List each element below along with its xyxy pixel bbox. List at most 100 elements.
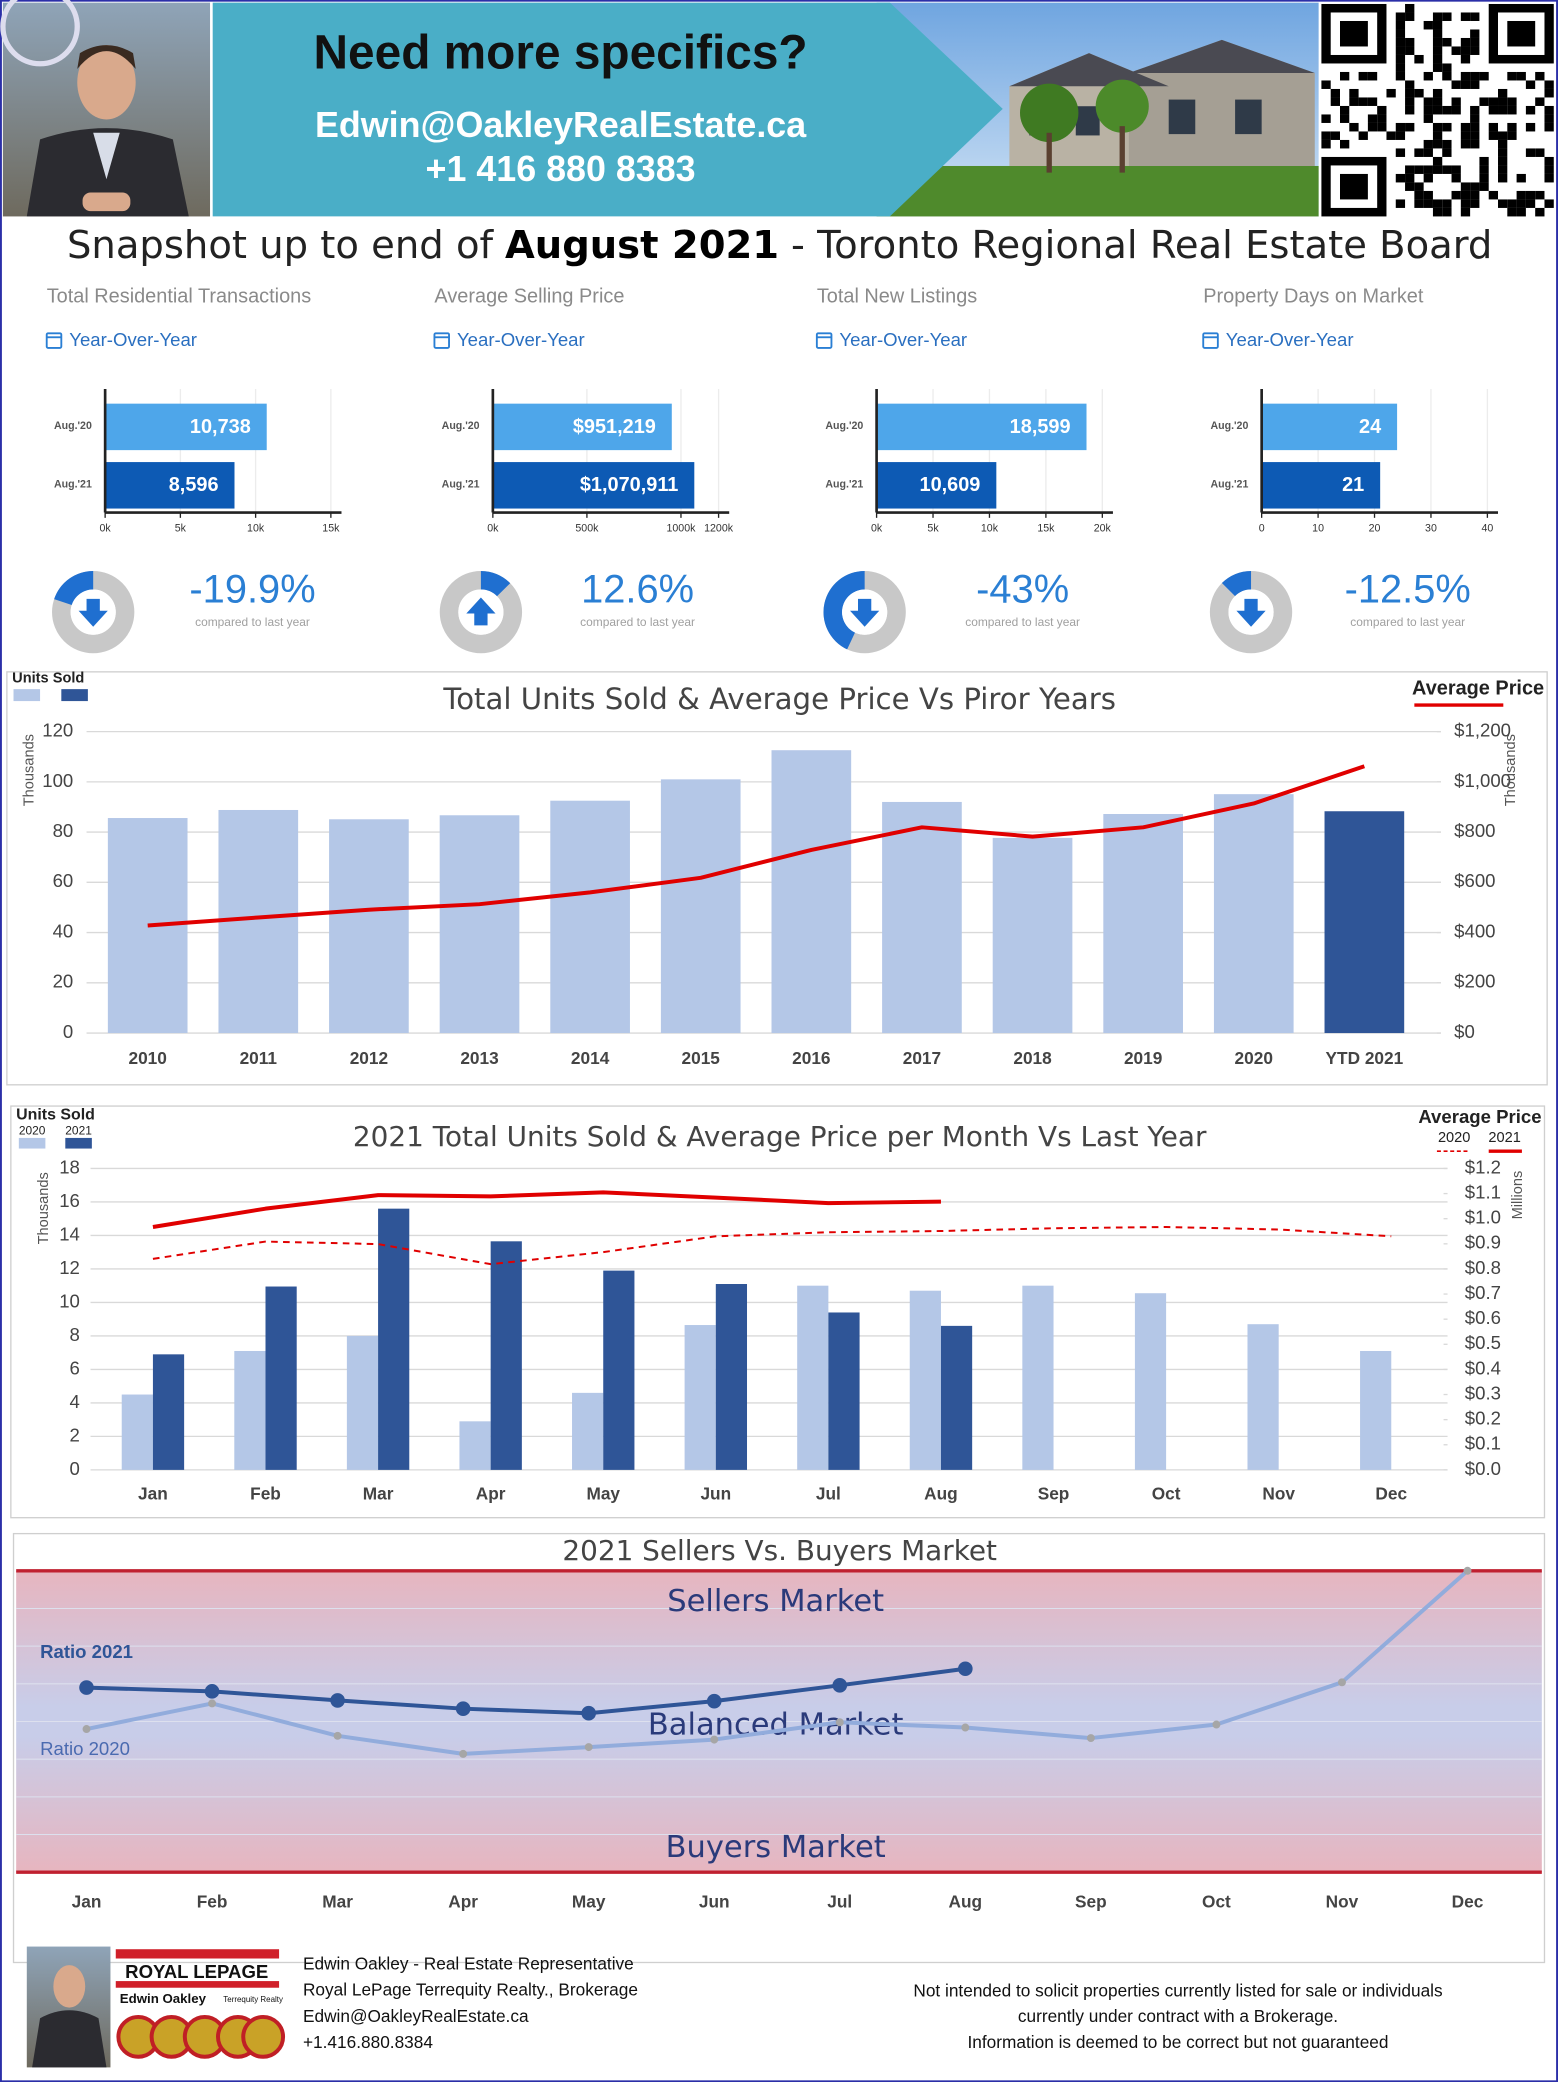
x-tick-label: 10 [1312, 522, 1324, 534]
qr-module [1460, 54, 1471, 64]
qr-module [1442, 148, 1452, 157]
bar [439, 815, 520, 1034]
y2-tick-label: $0.3 [1465, 1382, 1501, 1403]
legend-label: 2021 [1488, 1130, 1520, 1146]
qr-module [1525, 199, 1536, 208]
qr-finder [1339, 173, 1368, 200]
x-tick-label: Jan [138, 1484, 168, 1504]
kpi-title: Average Selling Price [434, 286, 624, 308]
trend-arrow [1236, 598, 1266, 627]
qr-module [1488, 105, 1499, 115]
x-tick-label: 2010 [129, 1048, 167, 1068]
snapshot-prefix: Snapshot up to end of [67, 222, 495, 267]
x-tick-label: Oct [1202, 1891, 1231, 1911]
qr-module [1395, 12, 1406, 21]
qr-module [1516, 71, 1526, 81]
qr-module [1525, 80, 1536, 89]
qr-module [1544, 156, 1554, 166]
qr-module [1460, 139, 1471, 149]
qr-module [1488, 190, 1499, 200]
qr-module [1405, 97, 1415, 106]
x-tick-label: 2017 [903, 1048, 941, 1068]
qr-module [1405, 3, 1415, 13]
donut-segment [54, 570, 94, 606]
chart-panel [10, 1105, 1546, 1519]
qr-module [1516, 190, 1526, 200]
qr-module [1460, 37, 1471, 47]
qr-module [1460, 71, 1471, 81]
kpi-change: -12.5% [1345, 568, 1471, 612]
y-tick-label: Aug.'21 [442, 478, 480, 490]
ratio-point [330, 1693, 345, 1708]
agent-info: Edwin Oakley - Real Estate Representativ… [303, 1954, 634, 1974]
qr-module [1432, 37, 1443, 47]
qr-module [1442, 122, 1452, 132]
qr-module [1479, 156, 1489, 166]
qr-module [1498, 156, 1508, 166]
ratio-point [584, 1743, 593, 1752]
x-tick-label: 10k [247, 522, 265, 534]
brokerage-logo [115, 1949, 286, 2059]
qr-module [1395, 71, 1406, 81]
x-tick-label: Aug [924, 1484, 958, 1504]
qr-module [1414, 165, 1424, 174]
x-tick-label: 5k [927, 522, 939, 534]
x-tick-label: 1200k [704, 522, 734, 534]
qr-module [1451, 105, 1461, 115]
qr-module [1432, 122, 1443, 132]
x-tick-label: Feb [197, 1891, 228, 1911]
qr-module [1525, 105, 1536, 115]
qr-module [1414, 148, 1424, 157]
qr-module [1432, 97, 1443, 106]
header-email: Edwin@OakleyRealEstate.ca [315, 105, 807, 145]
qr-module [1470, 105, 1480, 115]
qr-module [1470, 71, 1480, 81]
qr-module [1321, 80, 1331, 89]
qr-module [1535, 190, 1545, 200]
qr-module [1349, 97, 1359, 106]
qr-module [1405, 105, 1415, 115]
ratio-point [455, 1701, 471, 1716]
x-tick-label: Feb [250, 1484, 281, 1504]
qr-module [1498, 105, 1508, 115]
qr-module [1405, 122, 1415, 132]
legend-label: 2020 [1438, 1130, 1470, 1146]
value-label: $951,219 [573, 416, 656, 438]
y-axis-label: Thousands [36, 1172, 52, 1244]
value-label: 21 [1342, 474, 1364, 496]
qr-module [1414, 88, 1424, 98]
qr-module [1488, 97, 1499, 106]
qr-module [1451, 190, 1461, 200]
x-tick-label: Sep [1075, 1891, 1107, 1911]
bar [684, 1325, 716, 1470]
x-tick-label: 15k [322, 522, 340, 534]
qr-module [1367, 114, 1378, 123]
qr-module [1498, 139, 1508, 149]
x-tick-label: 2018 [1013, 1048, 1052, 1068]
qr-module [1442, 139, 1452, 149]
y2-axis-label: Thousands [1503, 734, 1519, 806]
kpi-period: Year-Over-Year [457, 329, 585, 350]
legend-swatch [61, 689, 88, 702]
qr-module [1525, 148, 1536, 157]
chart-panel [12, 1532, 1546, 1964]
bar [660, 779, 741, 1034]
value-label: $1,070,911 [580, 474, 679, 496]
qr-module [1507, 131, 1517, 140]
logo-name: Edwin Oakley [120, 1991, 207, 2006]
x-tick-label: Mar [322, 1891, 353, 1911]
qr-module [1488, 131, 1499, 140]
qr-module [1395, 63, 1406, 72]
qr-module [1451, 173, 1461, 183]
qr-module [1367, 71, 1378, 81]
y-tick-label: 60 [53, 870, 74, 891]
bar [940, 1325, 973, 1470]
price-line [147, 764, 1365, 928]
qr-module [1544, 105, 1554, 115]
y-tick-label: Aug.'20 [825, 420, 863, 432]
bar [715, 1284, 748, 1470]
y-tick-label: 100 [42, 770, 73, 791]
bar [459, 1421, 491, 1470]
chart-title: 2021 Sellers Vs. Buyers Market [562, 1534, 997, 1567]
qr-module [1432, 29, 1443, 38]
